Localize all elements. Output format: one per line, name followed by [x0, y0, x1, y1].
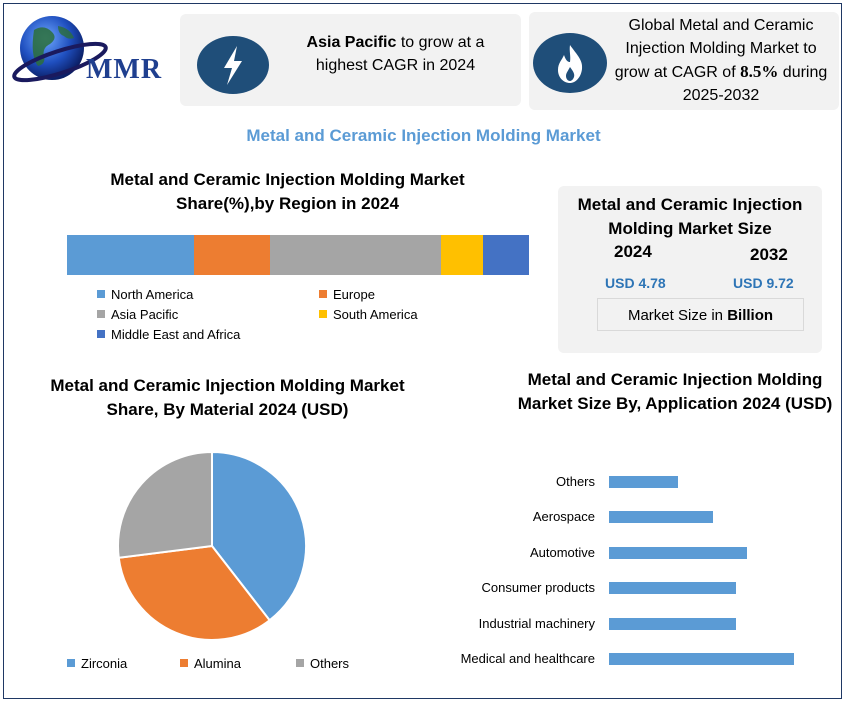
growth-highlight-text: Asia Pacific to grow at a highest CAGR i… — [288, 31, 503, 77]
legend-label: Asia Pacific — [111, 307, 179, 322]
market-line: Global Metal and Ceramic Injection Moldi… — [614, 17, 817, 81]
unit-bold: Billion — [727, 307, 774, 324]
year-end: 2032 — [750, 245, 788, 264]
region-segment-3 — [441, 235, 483, 275]
lightning-icon — [224, 46, 242, 85]
legend-swatch — [67, 659, 75, 667]
legend-item: Alumina — [180, 656, 241, 671]
region-segment-0 — [67, 235, 195, 275]
period-prefix: during — [782, 64, 828, 81]
legend-label: Middle East and Africa — [111, 327, 241, 342]
material-pie-chart — [117, 450, 307, 641]
badge-circle — [197, 36, 269, 94]
legend-swatch — [180, 659, 188, 667]
application-bar — [609, 617, 737, 630]
material-chart-title: Metal and Ceramic Injection Molding Mark… — [50, 376, 405, 419]
period: 2025-2032 — [682, 87, 760, 104]
application-bar — [609, 511, 714, 524]
legend-swatch — [97, 330, 105, 338]
application-chart-title: Metal and Ceramic Injection Molding Mark… — [517, 370, 833, 413]
unit-prefix: Market Size in — [627, 307, 724, 324]
flame-icon — [558, 45, 583, 83]
unit-box: Market Size in Billion — [597, 298, 804, 331]
legend-swatch — [319, 310, 327, 318]
cagr-highlight-text: Global Metal and Ceramic Injection Moldi… — [607, 14, 835, 107]
pie-slice-alumina — [117, 544, 272, 641]
region-segment-4 — [482, 235, 529, 275]
legend-label: Alumina — [194, 656, 241, 671]
main-title: Metal and Ceramic Injection Molding Mark… — [246, 126, 601, 145]
legend-item: Middle East and Africa — [97, 327, 240, 342]
category-label: Automotive — [529, 544, 595, 560]
legend-item: Asia Pacific — [97, 307, 178, 322]
growth-text: to grow at a highest CAGR in 2024 — [315, 34, 485, 74]
legend-item: Europe — [319, 287, 375, 302]
market-size-card: Metal and Ceramic Injection Molding Mark… — [558, 186, 822, 353]
region-stacked-bar — [67, 235, 529, 275]
application-bar — [609, 546, 748, 559]
legend-swatch — [97, 290, 105, 298]
legend-item: Others — [296, 656, 349, 671]
value-start: USD 4.78 — [605, 275, 666, 291]
application-bar — [609, 476, 678, 488]
category-label: Aerospace — [532, 509, 595, 525]
outer-frame — [3, 3, 842, 699]
year-start: 2024 — [614, 242, 652, 261]
highlight-card-cagr: Global Metal and Ceramic Injection Moldi… — [529, 12, 839, 110]
legend-label: North America — [111, 287, 194, 302]
application-bar — [609, 582, 737, 595]
region-chart-title: Metal and Ceramic Injection Molding Mark… — [110, 170, 465, 213]
region-segment-2 — [270, 235, 442, 275]
legend-swatch — [97, 310, 105, 318]
legend-label: Zirconia — [81, 656, 128, 671]
growth-region: Asia Pacific — [306, 34, 397, 51]
value-end: USD 9.72 — [733, 275, 794, 291]
region-segment-1 — [194, 235, 271, 275]
category-label: Medical and healthcare — [460, 651, 595, 666]
legend-swatch — [319, 290, 327, 298]
legend-label: South America — [333, 307, 418, 322]
globe-icon — [12, 16, 108, 83]
pie-slice-zirconia — [211, 450, 307, 622]
category-label: Industrial machinery — [478, 615, 595, 631]
cagr-value: 8.5% — [740, 62, 779, 81]
pie-slice-others — [117, 450, 213, 559]
category-label: Consumer products — [481, 580, 595, 596]
market-size-title: Metal and Ceramic Injection Molding Mark… — [577, 195, 803, 238]
legend-item: South America — [319, 307, 418, 322]
logo-text: MMR — [86, 54, 163, 85]
highlight-card-growth: Asia Pacific to grow at a highest CAGR i… — [180, 14, 521, 106]
legend-item: Zirconia — [67, 656, 127, 671]
application-bar — [609, 653, 794, 665]
legend-label: Others — [310, 656, 350, 671]
category-label: Others — [555, 474, 595, 489]
badge-circle — [533, 33, 607, 93]
legend-label: Europe — [333, 287, 375, 302]
legend-swatch — [296, 659, 304, 667]
legend-item: North America — [97, 287, 193, 302]
mmr-logo: MMR — [12, 10, 162, 88]
